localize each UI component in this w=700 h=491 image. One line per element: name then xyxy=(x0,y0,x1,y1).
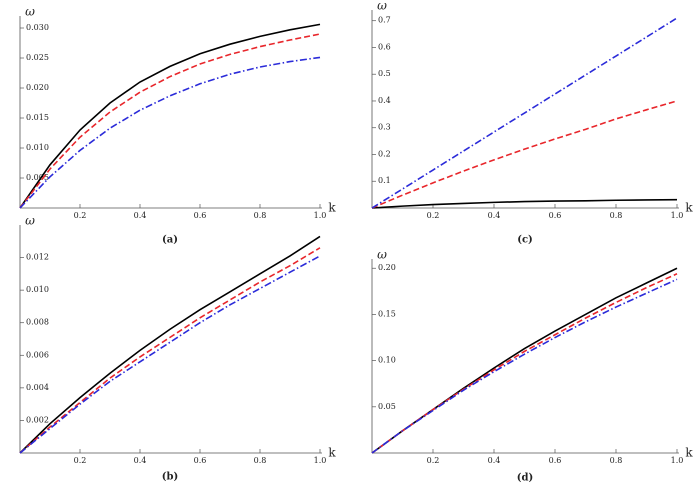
y-tick-label: 0.004 xyxy=(26,383,49,392)
caption: (c) xyxy=(517,235,533,246)
x-tick-label: 1.0 xyxy=(314,211,327,220)
y-tick-label: 0.005 xyxy=(26,173,49,182)
x-axis-label: k xyxy=(685,446,693,460)
y-tick-label: 0.5 xyxy=(378,69,391,78)
series-line xyxy=(19,255,321,454)
series-line xyxy=(371,17,678,209)
y-tick-label: 0.3 xyxy=(378,123,391,132)
x-tick-label: 0.4 xyxy=(488,456,501,465)
y-tick-label: 0.006 xyxy=(26,350,49,359)
x-tick-label: 0.2 xyxy=(427,211,440,220)
x-tick-label: 0.2 xyxy=(427,456,440,465)
series-line xyxy=(19,33,321,209)
series-line xyxy=(371,273,678,454)
y-tick-label: 0.10 xyxy=(378,356,396,365)
series-line xyxy=(371,100,678,209)
y-axis-label: ω xyxy=(25,214,35,228)
series-line xyxy=(19,235,321,454)
x-tick-label: 0.6 xyxy=(194,456,207,465)
x-tick-label: 0.8 xyxy=(254,456,267,465)
y-axis-label: ω xyxy=(377,0,387,13)
y-tick-label: 0.1 xyxy=(378,176,391,185)
y-tick-label: 0.15 xyxy=(378,309,396,318)
x-tick-label: 0.2 xyxy=(74,211,87,220)
y-tick-label: 0.4 xyxy=(378,96,391,105)
y-tick-label: 0.7 xyxy=(378,16,391,25)
x-tick-label: 0.2 xyxy=(74,456,87,465)
x-tick-label: 0.8 xyxy=(254,211,267,220)
series-line xyxy=(19,56,321,209)
series-line xyxy=(19,247,321,454)
y-tick-label: 0.010 xyxy=(26,143,49,152)
y-tick-label: 0.025 xyxy=(26,53,49,62)
x-tick-label: 1.0 xyxy=(671,211,684,220)
y-tick-label: 0.012 xyxy=(26,253,49,262)
x-tick-label: 1.0 xyxy=(314,456,327,465)
x-tick-label: 0.6 xyxy=(549,211,562,220)
series-line xyxy=(19,23,321,209)
x-tick-label: 0.4 xyxy=(134,211,147,220)
x-tick-label: 1.0 xyxy=(671,456,684,465)
y-tick-label: 0.2 xyxy=(378,149,391,158)
y-tick-label: 0.008 xyxy=(26,318,49,327)
y-axis-label: ω xyxy=(377,248,387,262)
y-tick-label: 0.030 xyxy=(26,23,49,32)
x-tick-label: 0.4 xyxy=(134,456,147,465)
y-tick-label: 0.002 xyxy=(26,415,49,424)
series-line xyxy=(371,267,678,454)
caption: (b) xyxy=(162,472,178,483)
y-tick-label: 0.020 xyxy=(26,83,49,92)
y-tick-label: 0.010 xyxy=(26,285,49,294)
series-line xyxy=(371,278,678,454)
x-tick-label: 0.8 xyxy=(610,211,623,220)
y-tick-label: 0.6 xyxy=(378,42,391,51)
y-tick-label: 0.015 xyxy=(26,113,49,122)
y-axis-label: ω xyxy=(25,5,35,19)
y-tick-label: 0.05 xyxy=(378,402,396,411)
y-tick-label: 0.20 xyxy=(378,263,396,272)
x-tick-label: 0.6 xyxy=(549,456,562,465)
x-tick-label: 0.8 xyxy=(610,456,623,465)
x-tick-label: 0.4 xyxy=(488,211,501,220)
x-tick-label: 0.6 xyxy=(194,211,207,220)
caption: (a) xyxy=(162,235,178,246)
x-axis-label: k xyxy=(685,201,693,215)
x-axis-label: k xyxy=(328,446,336,460)
series-line xyxy=(371,198,678,209)
x-axis-label: k xyxy=(328,201,336,215)
caption: (d) xyxy=(517,473,533,484)
